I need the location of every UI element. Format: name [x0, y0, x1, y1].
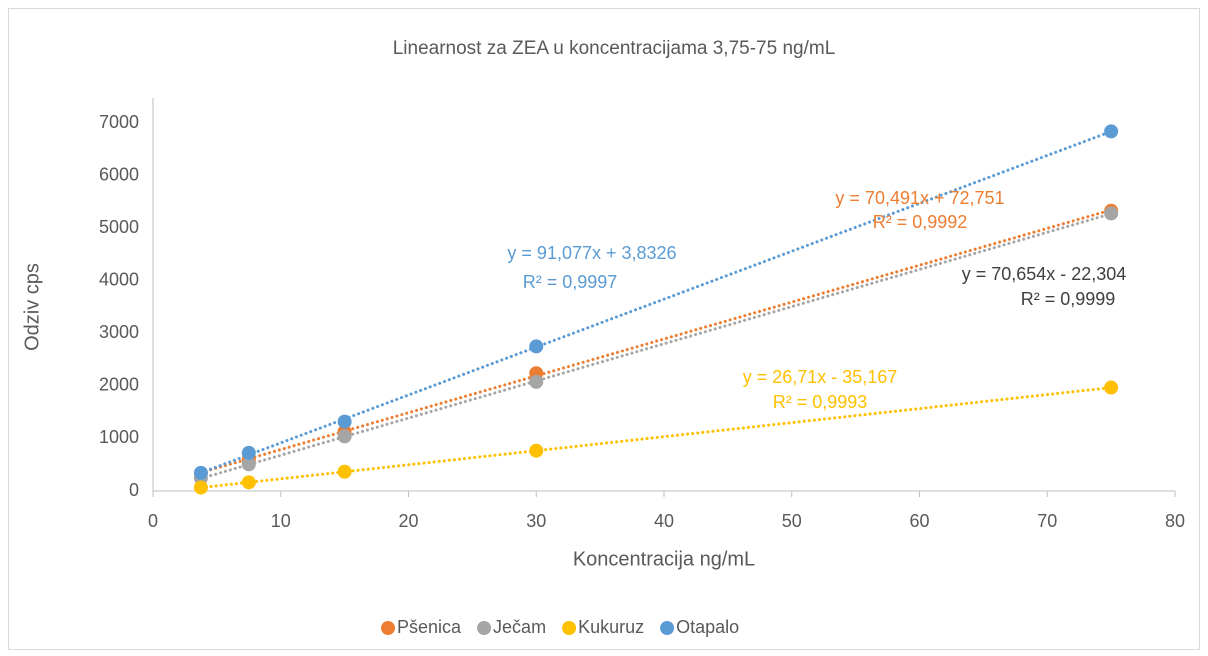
y-tick-label: 0	[129, 480, 139, 500]
legend-marker	[381, 621, 395, 635]
point	[193, 465, 208, 480]
legend-label: Ječam	[493, 617, 546, 637]
point	[337, 429, 352, 444]
trendline-label: y = 26,71x - 35,167	[743, 367, 898, 387]
trendline-label: R² = 0,9997	[523, 272, 618, 292]
point	[241, 445, 256, 460]
point	[241, 475, 256, 490]
legend-label: Otapalo	[676, 617, 739, 637]
x-axis-label: Koncentracija ng/mL	[573, 548, 755, 570]
point	[337, 464, 352, 479]
x-tick-label: 10	[271, 511, 291, 531]
y-axis-label: Odziv cps	[21, 263, 43, 351]
y-tick-label: 2000	[99, 375, 139, 395]
x-tick-label: 20	[398, 511, 418, 531]
x-tick-label: 60	[909, 511, 929, 531]
x-tick-label: 30	[526, 511, 546, 531]
point	[1104, 124, 1119, 139]
x-tick-label: 70	[1037, 511, 1057, 531]
legend-label: Kukuruz	[578, 617, 644, 637]
point	[1104, 380, 1119, 395]
y-tick-label: 5000	[99, 217, 139, 237]
trendline-label: y = 70,654x - 22,304	[962, 264, 1127, 284]
point	[529, 374, 544, 389]
chart-frame	[8, 8, 1200, 650]
point	[1104, 206, 1119, 221]
legend-marker	[562, 621, 577, 635]
point	[193, 480, 208, 495]
legend-marker	[660, 621, 675, 635]
point	[241, 457, 256, 472]
point	[337, 414, 352, 429]
legend-label: Pšenica	[397, 617, 462, 637]
legend-marker	[477, 621, 492, 635]
chart-title: Linearnost za ZEA u koncentracijama 3,75…	[393, 38, 836, 59]
x-tick-label: 0	[148, 511, 158, 531]
y-tick-label: 3000	[99, 322, 139, 342]
trendline	[199, 208, 1113, 475]
trendline	[199, 129, 1113, 475]
trendline	[199, 386, 1113, 490]
trendline-label: R² = 0,9999	[1021, 289, 1116, 309]
trendline-label: y = 70,491x + 72,751	[835, 188, 1004, 208]
trendline-label: R² = 0,9993	[773, 392, 868, 412]
x-tick-label: 40	[654, 511, 674, 531]
x-tick-label: 50	[782, 511, 802, 531]
trendline	[199, 212, 1113, 480]
y-tick-label: 1000	[99, 427, 139, 447]
x-tick-label: 80	[1165, 511, 1185, 531]
point	[529, 339, 544, 354]
y-tick-label: 6000	[99, 164, 139, 184]
trendline-label: y = 91,077x + 3,8326	[507, 243, 676, 263]
y-tick-label: 7000	[99, 112, 139, 132]
trendline-label: R² = 0,9992	[873, 212, 968, 232]
y-tick-label: 4000	[99, 269, 139, 289]
point	[529, 443, 544, 458]
